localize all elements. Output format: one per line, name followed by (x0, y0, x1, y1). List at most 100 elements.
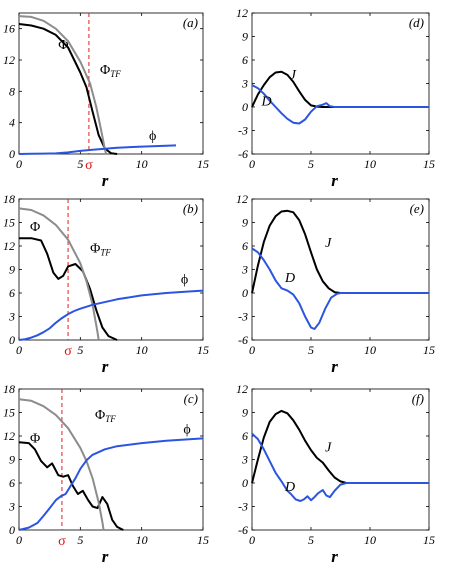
panel-label: (a) (183, 15, 198, 30)
y-tick-label: 8 (9, 84, 15, 98)
y-tick-label: -3 (238, 500, 248, 514)
y-tick-label: 6 (9, 286, 15, 300)
small-phi-curve (18, 289, 204, 341)
panel-label: (c) (184, 391, 198, 406)
x-tick-label: 10 (136, 157, 148, 171)
x-tick-label: 15 (423, 343, 435, 357)
y-tick-label: 15 (3, 406, 15, 420)
x-tick-label: 0 (16, 157, 22, 171)
x-tick-label: 0 (249, 533, 255, 547)
x-axis-label: r (102, 171, 109, 190)
y-tick-label: 12 (236, 6, 248, 20)
plot-frame (251, 198, 430, 341)
y-tick-label: 6 (242, 53, 248, 67)
x-tick-label: 0 (249, 343, 255, 357)
x-tick-label: 5 (77, 157, 83, 171)
small-phi-curve-label: ϕ (183, 423, 190, 438)
x-axis-label: r (331, 547, 338, 566)
panel-label: (b) (183, 201, 198, 216)
x-axis-label: r (102, 357, 109, 376)
y-tick-label: 6 (9, 476, 15, 490)
y-tick-label: 0 (242, 286, 248, 300)
sigma-label: σ (85, 158, 93, 173)
y-tick-label: 18 (3, 192, 15, 206)
y-tick-label: 9 (242, 30, 248, 44)
x-tick-label: 15 (197, 157, 209, 171)
phi-tf-curve-label: ΦTF (100, 63, 121, 79)
x-axis-label: r (102, 547, 109, 566)
d-curve-label: D (284, 480, 295, 495)
panel-label: (e) (410, 201, 424, 216)
y-tick-label: 6 (242, 429, 248, 443)
panel-label: (f) (412, 391, 424, 406)
y-tick-label: 3 (8, 310, 15, 324)
x-tick-label: 10 (364, 343, 376, 357)
x-tick-label: 5 (308, 343, 314, 357)
y-tick-label: 18 (3, 382, 15, 396)
phi-curve (18, 441, 124, 531)
d-curve (251, 432, 429, 502)
y-tick-label: 9 (9, 453, 15, 467)
y-tick-label: 3 (241, 263, 248, 277)
panel-d: 0 5 10 15 -6 -3 0 3 6 9 12 r (d) J D (236, 6, 435, 190)
small-phi-curve (18, 437, 204, 531)
y-tick-label: 0 (242, 100, 248, 114)
y-tick-label: 3 (241, 77, 248, 91)
sigma-label: σ (64, 344, 72, 359)
d-curve (251, 84, 429, 125)
x-tick-label: 15 (423, 533, 435, 547)
phi-tf-curve (18, 398, 105, 531)
j-curve (251, 209, 429, 294)
j-curve (251, 409, 429, 484)
y-tick-label: 12 (236, 192, 248, 206)
x-tick-label: 15 (423, 157, 435, 171)
y-tick-label: 6 (242, 239, 248, 253)
phi-tf-curve (18, 207, 100, 341)
phi-curve-label: Φ (58, 38, 68, 53)
panel-a: 0 5 10 15 0 4 8 12 16 r (a) σ Φ ΦTF ϕ (3, 12, 209, 190)
plot-frame (18, 198, 204, 341)
j-curve-label: J (290, 68, 297, 83)
phi-curve (19, 237, 118, 341)
y-tick-label: 0 (242, 476, 248, 490)
j-curve-label: J (325, 236, 332, 251)
y-tick-label: -3 (238, 310, 248, 324)
y-tick-label: -6 (238, 147, 248, 161)
phi-tf-curve (18, 15, 108, 155)
y-tick-label: 4 (9, 116, 15, 130)
x-tick-label: 10 (364, 157, 376, 171)
x-tick-label: 10 (136, 343, 148, 357)
phi-tf-curve-label: ΦTF (90, 241, 111, 257)
d-curve-label: D (284, 271, 295, 286)
plot-frame (18, 12, 204, 155)
y-tick-label: 12 (236, 382, 248, 396)
plot-frame (18, 388, 204, 531)
y-tick-label: 9 (9, 263, 15, 277)
phi-tf-curve-label: ΦTF (95, 408, 116, 424)
y-tick-label: 0 (9, 147, 15, 161)
panel-f: 0 5 10 15 -6 -3 0 3 6 9 12 r (f) J D (236, 382, 435, 566)
y-tick-label: 3 (241, 453, 248, 467)
y-tick-label: 12 (3, 239, 15, 253)
x-tick-label: 5 (77, 343, 83, 357)
small-phi-curve-label: ϕ (181, 273, 188, 288)
y-tick-label: 0 (9, 523, 15, 537)
panel-c: 0 5 10 15 0 3 6 9 12 15 18 r (c) σ Φ ΦTF ϕ (3, 382, 209, 566)
phi-curve-label: Φ (30, 431, 40, 446)
y-tick-label: 9 (242, 406, 248, 420)
x-tick-label: 10 (364, 533, 376, 547)
y-tick-label: 12 (3, 429, 15, 443)
x-tick-label: 0 (249, 157, 255, 171)
phi-curve-label: Φ (30, 220, 40, 235)
j-curve-label: J (325, 441, 332, 456)
x-tick-label: 5 (77, 533, 83, 547)
y-tick-label: 16 (3, 22, 15, 36)
plot-frame (251, 12, 430, 155)
y-tick-label: -3 (238, 124, 248, 138)
panel-label: (d) (409, 15, 424, 30)
y-tick-label: -6 (238, 523, 248, 537)
y-tick-label: 9 (242, 216, 248, 230)
d-curve (251, 247, 429, 330)
y-tick-label: 12 (3, 53, 15, 67)
